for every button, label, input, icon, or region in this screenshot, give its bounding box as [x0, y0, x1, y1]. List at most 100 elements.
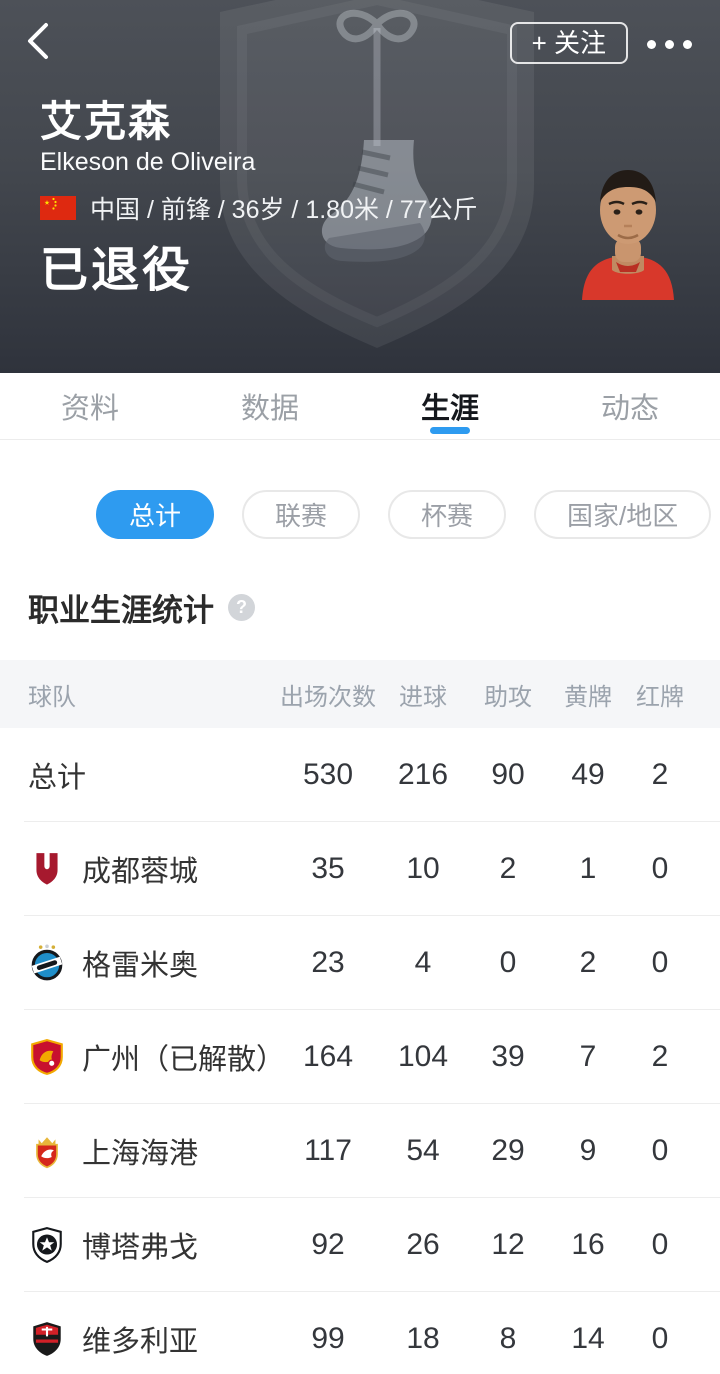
retired-status: 已退役	[40, 244, 194, 297]
stat-appearances: 99	[311, 1321, 345, 1355]
stat-appearances: 530	[302, 757, 354, 791]
team-badge-shanghai-port-icon	[36, 1136, 58, 1168]
team-cell: 维多利亚	[28, 1318, 278, 1360]
stat-goals: 10	[406, 851, 440, 885]
player-header: + 关注 艾克森 Elkeson de Oliveira 中国 / 前锋 / 3…	[0, 0, 720, 373]
player-name: 艾克森	[40, 98, 173, 145]
back-chevron-icon	[28, 23, 48, 59]
table-row-shanghai-port[interactable]: 上海海港 117 54 29 9 0	[24, 1104, 720, 1198]
filter-pill-league[interactable]: 联赛	[242, 490, 361, 539]
player-info-line: 中国 / 前锋 / 36岁 / 1.80米 / 77公斤	[90, 196, 478, 224]
follow-button[interactable]: + 关注	[509, 22, 628, 64]
stat-red_cards: 0	[651, 1321, 669, 1355]
team-badge-chengdu-rongcheng-icon	[36, 852, 58, 885]
stats-table: 总计 530 216 90 49 2 成都蓉城 35 10 2 1 0 格雷米奥 23 4 0 2 0 广州（已解散…	[0, 728, 720, 1374]
stat-goals: 216	[397, 757, 449, 791]
tab-profile[interactable]: 资料	[0, 373, 180, 439]
tab-data[interactable]: 数据	[180, 373, 360, 439]
more-menu-button[interactable]	[647, 34, 692, 55]
table-header: 球队 出场次数 进球 助攻 黄牌 红牌	[0, 660, 720, 728]
column-header-3: 助攻	[484, 683, 532, 711]
stat-red_cards: 0	[651, 1133, 669, 1167]
stat-goals: 26	[406, 1227, 440, 1261]
filter-pill-cup[interactable]: 杯赛	[388, 490, 507, 539]
tab-bar: 资料 数据 生涯 动态	[0, 373, 720, 440]
team-name: 总计	[28, 761, 87, 794]
stat-appearances: 117	[304, 1133, 352, 1167]
retired-boots-watermark	[220, 0, 534, 348]
stat-assists: 2	[499, 851, 517, 885]
team-cell: 成都蓉城	[28, 848, 278, 890]
table-row-gremio[interactable]: 格雷米奥 23 4 0 2 0	[24, 916, 720, 1010]
stat-assists: 90	[491, 757, 525, 791]
stat-yellow_cards: 7	[579, 1039, 597, 1073]
filter-pill-national[interactable]: 国家/地区	[534, 490, 712, 539]
china-flag-icon	[40, 196, 76, 220]
team-cell: 博塔弗戈	[28, 1224, 278, 1266]
stat-yellow_cards: 1	[579, 851, 597, 885]
stat-assists: 39	[491, 1039, 525, 1073]
stat-assists: 0	[499, 945, 517, 979]
help-icon[interactable]: ?	[228, 594, 255, 621]
team-badge-vitoria-icon	[33, 1321, 61, 1356]
stat-goals: 54	[406, 1133, 440, 1167]
column-header-1: 出场次数	[280, 683, 376, 711]
team-cell: 总计	[28, 754, 278, 796]
stat-yellow_cards: 14	[571, 1321, 605, 1355]
back-button[interactable]	[22, 20, 66, 64]
stat-red_cards: 0	[651, 1227, 669, 1261]
team-name: 博塔弗戈	[82, 1231, 199, 1264]
stat-goals: 104	[397, 1039, 449, 1073]
stat-red_cards: 2	[651, 1039, 669, 1073]
tab-career[interactable]: 生涯	[360, 373, 540, 439]
stat-yellow_cards: 2	[579, 945, 597, 979]
stat-appearances: 23	[311, 945, 345, 979]
stat-appearances: 35	[311, 851, 345, 885]
stat-red_cards: 0	[651, 851, 669, 885]
team-name: 广州（已解散）	[82, 1043, 286, 1076]
team-cell: 格雷米奥	[28, 942, 278, 984]
tab-news[interactable]: 动态	[540, 373, 720, 439]
stat-red_cards: 2	[651, 757, 669, 791]
stat-appearances: 164	[302, 1039, 354, 1073]
team-name: 成都蓉城	[82, 855, 199, 888]
stat-assists: 29	[491, 1133, 525, 1167]
tab-label: 生涯	[420, 393, 479, 425]
stat-red_cards: 0	[651, 945, 669, 979]
table-row-botafogo[interactable]: 博塔弗戈 92 26 12 16 0	[24, 1198, 720, 1292]
team-name: 维多利亚	[82, 1325, 199, 1358]
stat-goals: 18	[406, 1321, 440, 1355]
player-name-en: Elkeson de Oliveira	[40, 148, 256, 176]
stat-appearances: 92	[311, 1227, 345, 1261]
active-tab-underline	[430, 427, 470, 434]
table-row-vitoria[interactable]: 维多利亚 99 18 8 14 0	[24, 1292, 720, 1374]
table-row-total: 总计 530 216 90 49 2	[24, 728, 720, 822]
column-header-0: 球队	[28, 683, 76, 711]
player-info-row: 中国 / 前锋 / 36岁 / 1.80米 / 77公斤	[40, 190, 478, 226]
team-badge-gremio-icon	[31, 944, 63, 980]
stat-yellow_cards: 9	[579, 1133, 597, 1167]
more-dot	[665, 40, 674, 49]
table-row-chengdu-rongcheng[interactable]: 成都蓉城 35 10 2 1 0	[24, 822, 720, 916]
tab-label: 数据	[240, 393, 299, 425]
table-row-guangzhou[interactable]: 广州（已解散） 164 104 39 7 2	[24, 1010, 720, 1104]
filter-pills: 总计 联赛 杯赛 国家/地区	[0, 440, 720, 539]
section-title: 职业生涯统计	[28, 593, 214, 628]
stat-goals: 4	[414, 945, 432, 979]
team-badge-botafogo-icon	[32, 1226, 62, 1263]
stat-yellow_cards: 16	[571, 1227, 605, 1261]
column-header-5: 红牌	[636, 683, 684, 711]
stat-yellow_cards: 49	[571, 757, 605, 791]
team-cell: 广州（已解散）	[28, 1036, 286, 1078]
more-dot	[683, 40, 692, 49]
tab-label: 资料	[60, 393, 119, 425]
team-badge-guangzhou-icon	[31, 1038, 63, 1075]
filter-pill-total[interactable]: 总计	[96, 490, 215, 539]
team-name: 上海海港	[82, 1137, 199, 1170]
team-cell: 上海海港	[28, 1130, 278, 1172]
team-name: 格雷米奥	[82, 949, 199, 982]
stat-assists: 12	[491, 1227, 525, 1261]
stat-assists: 8	[499, 1321, 517, 1355]
player-photo	[582, 170, 674, 300]
more-dot	[647, 40, 656, 49]
